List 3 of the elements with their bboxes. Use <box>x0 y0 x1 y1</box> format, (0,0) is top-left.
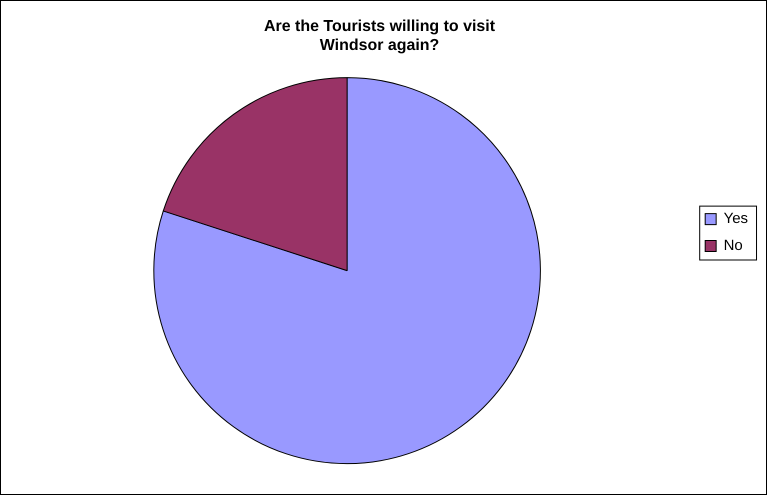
chart-title: Are the Tourists willing to visit Windsor again? <box>264 18 496 54</box>
legend-label: No <box>724 237 743 254</box>
legend-label: Yes <box>724 210 748 228</box>
